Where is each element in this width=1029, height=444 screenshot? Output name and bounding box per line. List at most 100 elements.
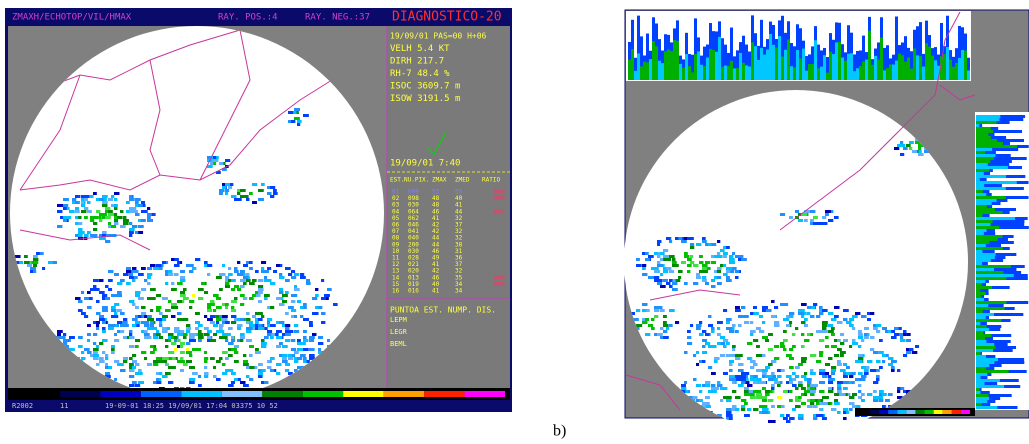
echo-cell: [303, 348, 309, 351]
echo-cell: [867, 360, 872, 363]
echo-cell: [309, 336, 315, 339]
echo-cell: [78, 222, 82, 225]
echo-cell: [102, 321, 106, 324]
echo-cell: [225, 321, 230, 324]
echo-cell: [105, 354, 108, 357]
echo-cell: [147, 219, 153, 222]
echo-cell: [129, 300, 134, 303]
echo-cell: [156, 330, 159, 333]
profile-bar: [976, 178, 980, 181]
echo-cell: [699, 333, 704, 336]
echo-cell: [726, 246, 730, 249]
echo-cell: [207, 339, 210, 342]
echo-cell: [270, 195, 274, 198]
echo-cell: [225, 357, 229, 360]
echo-cell: [180, 276, 185, 279]
echo-cell: [810, 384, 813, 387]
echo-cell: [63, 207, 67, 210]
echo-cell: [753, 339, 758, 342]
echo-cell: [798, 381, 803, 384]
profile-bar: [976, 292, 986, 295]
echo-cell: [720, 336, 725, 339]
echo-cell: [63, 198, 69, 201]
echo-cell: [120, 210, 123, 213]
echo-cell: [129, 228, 135, 231]
echo-cell: [681, 387, 686, 390]
echo-cell: [804, 318, 808, 321]
status-text: 19-09-01 18:25 19/09/01 17:04 03375 10 5…: [105, 402, 278, 410]
echo-cell: [294, 360, 298, 363]
caption: b): [553, 423, 566, 440]
echo-cell: [762, 321, 765, 324]
echo-cell: [822, 321, 828, 324]
echo-cell: [144, 330, 148, 333]
echo-cell: [249, 354, 253, 357]
echo-cell: [216, 378, 221, 381]
profile-bar: [853, 71, 856, 80]
profile-bar: [976, 151, 985, 154]
screenshot: ZMAXH/ECHOTOP/VIL/HMAX RAY. POS.:4 RAY. …: [0, 0, 1029, 444]
echo-cell: [117, 363, 122, 366]
echo-cell: [315, 306, 319, 309]
echo-cell: [843, 375, 848, 378]
echo-cell: [141, 312, 146, 315]
echo-cell: [282, 324, 285, 327]
echo-cell: [219, 189, 225, 192]
profile-bar: [976, 289, 980, 292]
echo-cell: [690, 261, 694, 264]
echo-cell: [876, 375, 880, 378]
echo-cell: [897, 387, 900, 390]
echo-cell: [144, 333, 150, 336]
echo-cell: [120, 330, 124, 333]
echo-cell: [144, 336, 148, 339]
echo-cell: [108, 279, 113, 282]
echo-cell: [90, 219, 94, 222]
echo-cell: [33, 255, 38, 258]
echo-cell: [159, 324, 162, 327]
echo-cell: [711, 279, 715, 282]
echo-cell: [702, 330, 706, 333]
echo-cell: [129, 222, 132, 225]
echo-cell: [750, 312, 753, 315]
profile-bar: [850, 53, 853, 80]
echo-cell: [900, 336, 903, 339]
echo-cell: [114, 378, 117, 381]
echo-cell: [798, 396, 802, 399]
echo-cell: [753, 375, 758, 378]
echo-cell: [204, 261, 208, 264]
echo-cell: [213, 366, 216, 369]
echo-cell: [720, 249, 725, 252]
echo-cell: [789, 399, 793, 402]
echo-cell: [723, 372, 728, 375]
echo-cell: [183, 288, 187, 291]
echo-cell: [735, 270, 739, 273]
profile-bar: [730, 61, 733, 80]
echo-cell: [204, 360, 207, 363]
profile-bar: [670, 51, 673, 80]
echo-cell: [42, 267, 45, 270]
echo-cell: [246, 375, 249, 378]
echo-cell: [747, 408, 751, 411]
echo-cell: [726, 270, 730, 273]
echo-cell: [735, 357, 740, 360]
echo-cell: [249, 261, 253, 264]
profile-bar: [706, 58, 709, 80]
echo-cell: [858, 333, 863, 336]
echo-cell: [744, 372, 749, 375]
echo-cell: [792, 378, 796, 381]
echo-cell: [891, 360, 897, 363]
echo-cell: [195, 258, 199, 261]
echo-cell: [768, 348, 772, 351]
echo-cell: [141, 201, 145, 204]
ratio-cell: 000: [494, 195, 505, 202]
echo-cell: [312, 312, 315, 315]
echo-cell: [726, 411, 732, 414]
echo-cell: [717, 333, 721, 336]
echo-cell: [897, 369, 900, 372]
echo-cell: [660, 258, 663, 261]
profile-bar: [976, 268, 994, 271]
echo-cell: [756, 396, 761, 399]
echo-cell: [291, 276, 296, 279]
echo-cell: [768, 309, 772, 312]
echo-cell: [222, 264, 225, 267]
